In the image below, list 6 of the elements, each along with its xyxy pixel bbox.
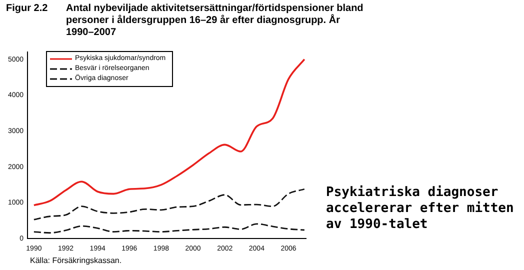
text: Källa: Försäkringskassan. xyxy=(30,256,122,265)
chart-title: Antal nybeviljade aktivitetsersättningar/förtidspensioner bland personer i åldersgruppen 16–29 år efter diagnosgrupp. År 1990–2007 xyxy=(66,3,364,39)
line-series xyxy=(33,188,306,220)
line-series xyxy=(33,223,306,234)
text: Figur 2.2 xyxy=(6,3,48,14)
text: Psykiatriska diagnoser accelererar efter mitten av 1990-talet xyxy=(326,185,515,233)
